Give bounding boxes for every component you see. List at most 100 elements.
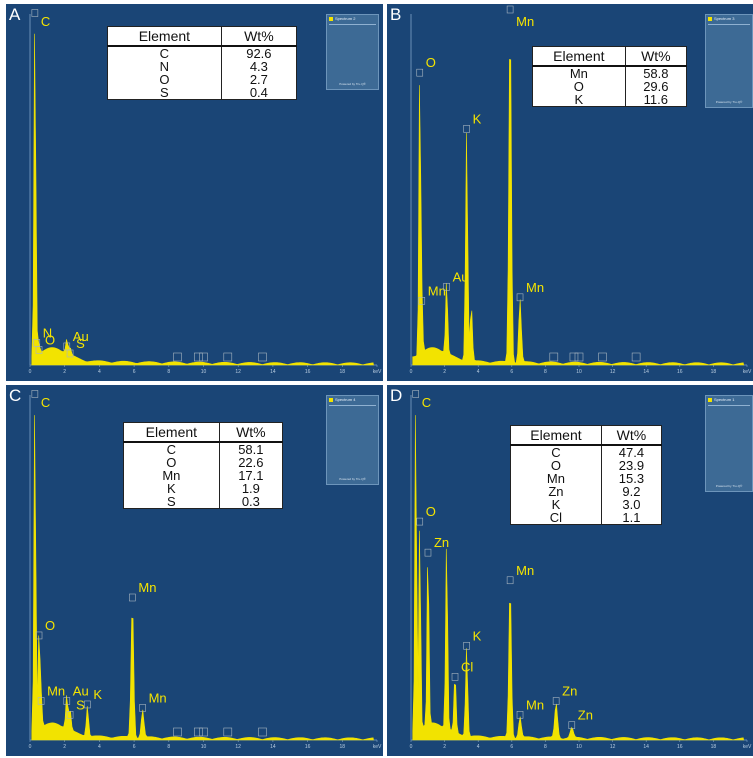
table-row: Mn 58.8 xyxy=(532,66,688,80)
x-tick-label: 2 xyxy=(443,744,446,750)
table-row: O 23.9 xyxy=(510,459,663,472)
x-tick-label: 2 xyxy=(63,744,66,750)
peak-marker-box xyxy=(37,697,45,705)
x-tick-label: 16 xyxy=(677,744,683,750)
line-marker-box xyxy=(223,352,233,362)
table-row: Mn 15.3 xyxy=(510,472,663,485)
peak-label-k: K xyxy=(93,687,102,702)
table-header-element: Element xyxy=(123,422,220,443)
wt-cell: 23.9 xyxy=(600,459,663,472)
line-marker-box xyxy=(173,727,182,737)
table-row: Zn 9.2 xyxy=(510,485,663,498)
wt-cell: 29.6 xyxy=(624,80,688,93)
element-cell: Mn xyxy=(123,469,220,482)
x-tick-label: 0 xyxy=(29,369,32,375)
table-row: S 0.4 xyxy=(107,86,298,100)
peak-marker-box xyxy=(416,68,424,77)
peak-label-o: O xyxy=(426,504,436,519)
peak-label-mn: Mn xyxy=(526,697,544,712)
spectrum-panel-d: 0 2 4 6 8 10 12 14 16 18 keV C O Zn Cl K Mn Mn Zn Zn D Spec… xyxy=(387,385,753,756)
peak-marker-box xyxy=(463,125,470,133)
peak-label-o: O xyxy=(45,618,55,633)
spectrum-chart-b: 0 2 4 6 8 10 12 14 16 18 keV O Mn Au K Mn Mn xyxy=(410,5,752,375)
x-tick-label: 14 xyxy=(270,744,276,750)
x-tick-label: 18 xyxy=(340,369,346,375)
x-tick-label: 8 xyxy=(167,744,170,750)
table-row: S 0.3 xyxy=(123,495,284,509)
legend-title-d: Spectrum 1 xyxy=(714,397,735,402)
peak-marker-box xyxy=(516,710,524,719)
wt-cell: 47.4 xyxy=(600,445,663,459)
element-cell: S xyxy=(123,495,220,509)
x-tick-label: 12 xyxy=(235,369,241,375)
line-marker-box xyxy=(193,352,203,362)
spectrum-trace xyxy=(31,33,374,366)
spectrum-trace xyxy=(412,58,744,366)
element-cell: Mn xyxy=(532,66,626,80)
x-tick-label: 12 xyxy=(235,744,241,750)
x-tick-label: 2 xyxy=(63,369,66,375)
table-row: K 1.9 xyxy=(123,482,284,495)
peak-marker-box xyxy=(31,390,39,398)
peak-marker-box xyxy=(129,593,136,602)
panel-letter-c: C xyxy=(9,386,22,405)
line-marker-box xyxy=(173,352,182,362)
peak-label-au: Au xyxy=(73,684,89,699)
peak-marker-box xyxy=(66,710,74,719)
x-tick-label: 0 xyxy=(29,744,32,750)
peak-marker-box xyxy=(568,721,576,729)
peak-marker-box xyxy=(35,631,43,640)
legend-title-a: Spectrum 2 xyxy=(335,16,356,21)
peak-label-c: C xyxy=(41,395,50,410)
line-marker-box xyxy=(258,727,267,737)
peak-label-mn: Mn xyxy=(526,280,544,295)
peak-label-mn: Mn xyxy=(149,690,167,705)
peak-label-s: S xyxy=(76,697,85,712)
legend-footer-c: Powered by Tru-Q® xyxy=(339,477,366,481)
element-cell: C xyxy=(123,442,220,456)
wt-cell: 2.7 xyxy=(220,73,298,86)
peak-marker-box xyxy=(66,349,74,358)
x-tick-label: 0 xyxy=(410,744,413,750)
x-tick-label: 10 xyxy=(201,369,207,375)
table-header-element: Element xyxy=(532,46,626,67)
panel-letter-b: B xyxy=(390,5,402,24)
spectrum-trace xyxy=(31,415,374,741)
composition-table-a: Element Wt% C 92.6 N 4.3 O 2.7 S 0.4 xyxy=(107,26,298,100)
x-tick-label: keV xyxy=(743,744,752,750)
x-tick-label: 10 xyxy=(576,369,582,375)
table-header-wt: Wt% xyxy=(600,425,663,446)
x-tick-label: 18 xyxy=(711,744,717,750)
peak-marker-box xyxy=(63,697,71,705)
peak-marker-box xyxy=(139,704,146,712)
peak-label-zn: Zn xyxy=(434,535,449,550)
x-tick-label: 8 xyxy=(544,369,547,375)
wt-cell: 15.3 xyxy=(600,472,663,485)
peak-marker-box xyxy=(416,517,424,526)
peak-marker-box xyxy=(463,641,470,650)
legend-swatch-b xyxy=(708,16,712,21)
x-tick-label: 4 xyxy=(98,744,101,750)
x-tick-label: 6 xyxy=(510,369,513,375)
table-row: C 92.6 xyxy=(107,46,298,60)
wt-cell: 4.3 xyxy=(220,60,298,73)
x-tick-label: keV xyxy=(743,369,752,375)
wt-cell: 58.8 xyxy=(624,66,688,80)
composition-table-b: Element Wt% Mn 58.8 O 29.6 K 11.6 xyxy=(532,46,688,107)
x-tick-label: 6 xyxy=(510,744,513,750)
spectrum-panel-b: 0 2 4 6 8 10 12 14 16 18 keV O Mn Au K Mn Mn B Spectrum … xyxy=(387,4,753,381)
line-marker-box xyxy=(569,352,579,362)
line-marker-box xyxy=(574,352,584,362)
spectrum-panel-a: 0 2 4 6 8 10 12 14 16 18 keV C N O Au S A Spectrum 2 Po… xyxy=(6,4,383,381)
peak-marker-box xyxy=(424,548,432,557)
wt-cell: 1.1 xyxy=(600,511,663,525)
x-tick-label: 12 xyxy=(610,744,616,750)
x-tick-label: 16 xyxy=(305,369,311,375)
legend-title-c: Spectrum 4 xyxy=(335,397,356,402)
spectrum-legend-d: Spectrum 1 Powered by Tru-Q® xyxy=(705,395,753,492)
peak-marker-box xyxy=(443,282,450,291)
peak-marker-box xyxy=(506,576,514,585)
wt-cell: 11.6 xyxy=(624,93,688,107)
x-tick-label: 8 xyxy=(167,369,170,375)
